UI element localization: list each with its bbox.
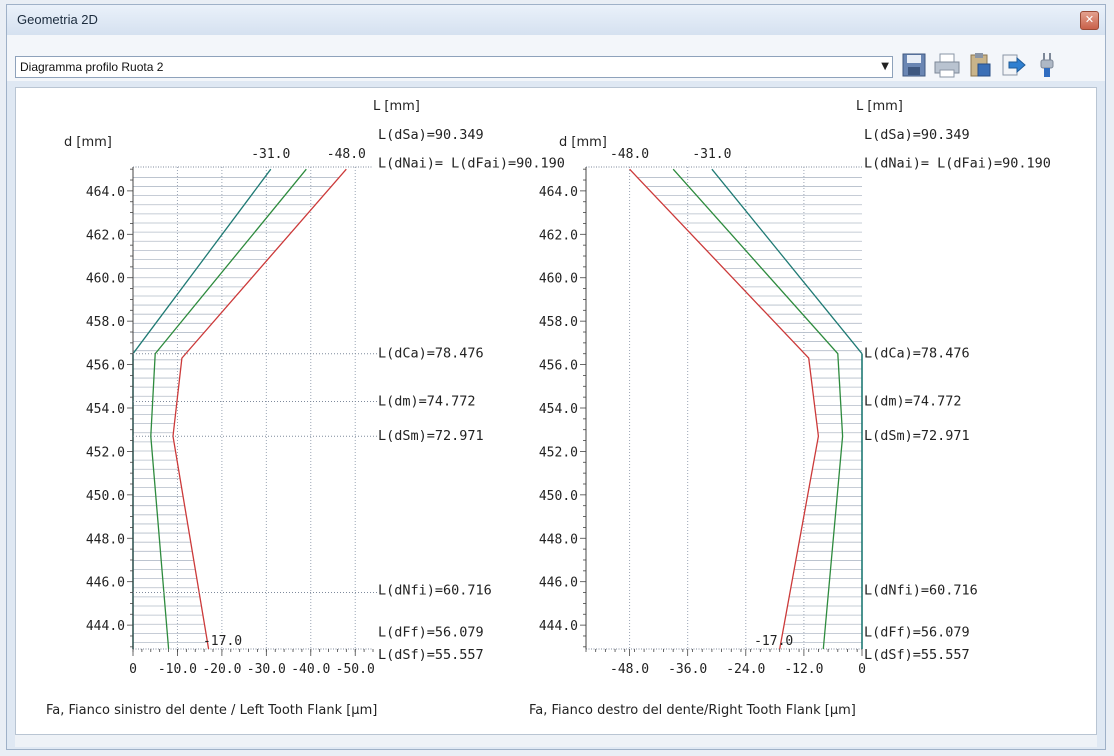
right-x-tick-label: -48.0 [610,662,649,677]
left-y-tick-label: 452.0 [86,445,125,460]
left-y-axis-label: d [mm] [64,135,112,150]
right-y-tick-label: 444.0 [539,619,578,634]
left-x-tick-label: 0 [129,662,137,677]
left-y-tick-label: 450.0 [86,489,125,504]
left-y-tick-label: 444.0 [86,619,125,634]
plot-area: L [mm] d [mm] Fa, Fianco sinistro del de… [15,87,1097,735]
print-icon [934,53,960,78]
left-y-tick-label: 460.0 [86,272,125,287]
left-y-tick-label: 458.0 [86,315,125,330]
right-y-axis-label: d [mm] [559,135,607,150]
left-top-label: L [mm] [373,99,420,114]
left-y-tick-label: 446.0 [86,576,125,591]
left-x-tick-label: -10.0 [158,662,197,677]
right-series-line-0 [711,168,863,355]
left-series-line-1 [150,168,307,650]
left-level-label: L(dSa)=90.349 [378,127,484,143]
export-button[interactable] [999,51,1027,79]
right-y-tick-label: 456.0 [539,359,578,374]
right-y-tick-label: 452.0 [539,445,578,460]
left-x-tick-label: -30.0 [247,662,286,677]
right-top-value: -48.0 [610,147,649,162]
left-x-tick-label: -20.0 [202,662,241,677]
right-level-label: L(dFf)=56.079 [864,624,970,640]
right-level-label: L(dSf)=55.557 [864,647,970,663]
clipboard-icon [970,53,991,77]
right-y-tick-label: 462.0 [539,228,578,243]
left-level-label: L(dFf)=56.079 [378,624,484,640]
right-level-label: L(dNfi)=60.716 [864,583,978,599]
right-top-label: L [mm] [856,99,903,114]
right-x-tick-label: -24.0 [726,662,765,677]
right-y-tick-label: 448.0 [539,532,578,547]
left-series-line-0 [132,168,272,355]
toolbar: Diagramma profilo Ruota 2 ▼ [7,35,1105,81]
chart-marks: 444.0 446.0 448.0 450.0 452.0 454.0 456.0 458.0… [86,127,1051,677]
diagram-select[interactable]: Diagramma profilo Ruota 2 ▼ [15,56,893,78]
plug-icon [1040,53,1054,77]
right-series-line-2 [629,168,820,650]
right-level-label: L(dSa)=90.349 [864,127,970,143]
export-icon [1002,54,1026,76]
right-level-label: L(dNai)= L(dFai)=90.190 [864,156,1051,172]
left-level-label: L(dCa)=78.476 [378,346,484,362]
right-y-tick-label: 458.0 [539,315,578,330]
left-y-tick-label: 454.0 [86,402,125,417]
right-x-tick-label: 0 [858,662,866,677]
right-x-tick-label: -12.0 [784,662,823,677]
plug-button[interactable] [1033,51,1061,79]
horizontal-scrollbar[interactable] [15,735,1097,747]
left-bottom-value: -17.0 [203,634,242,649]
left-x-tick-label: -40.0 [291,662,330,677]
left-series-line-2 [172,168,347,650]
right-y-tick-label: 454.0 [539,402,578,417]
left-y-tick-label: 464.0 [86,185,125,200]
right-level-label: L(dm)=74.772 [864,393,962,409]
right-series-line-1 [672,168,844,650]
left-level-label: L(dm)=74.772 [378,393,476,409]
print-button[interactable] [933,51,961,79]
copy-clipboard-button[interactable] [966,51,994,79]
left-level-label: L(dSm)=72.971 [378,428,484,444]
save-icon [902,53,926,77]
left-top-value: -31.0 [251,147,290,162]
geometria-2d-window: Geometria 2D ✕ Diagramma profilo Ruota 2… [6,4,1106,750]
profile-diagram: L [mm] d [mm] Fa, Fianco sinistro del de… [46,99,1051,718]
save-button[interactable] [900,51,928,79]
right-y-tick-label: 446.0 [539,576,578,591]
right-level-label: L(dSm)=72.971 [864,428,970,444]
left-y-tick-label: 462.0 [86,228,125,243]
left-top-value: -48.0 [327,147,366,162]
right-x-axis-label: Fa, Fianco destro del dente/Right Tooth … [529,703,856,718]
window-title: Geometria 2D [17,12,98,27]
left-x-tick-label: -50.0 [336,662,375,677]
right-x-tick-label: -36.0 [668,662,707,677]
left-y-tick-label: 456.0 [86,359,125,374]
right-level-label: L(dCa)=78.476 [864,346,970,362]
title-bar[interactable]: Geometria 2D ✕ [7,5,1105,36]
right-bottom-value: -17.0 [754,634,793,649]
right-top-value: -31.0 [692,147,731,162]
right-y-tick-label: 450.0 [539,489,578,504]
chevron-down-icon[interactable]: ▼ [881,61,889,72]
diagram-select-value: Diagramma profilo Ruota 2 [20,60,164,74]
close-button[interactable]: ✕ [1080,11,1099,30]
right-y-tick-label: 464.0 [539,185,578,200]
right-y-tick-label: 460.0 [539,272,578,287]
left-level-label: L(dNai)= L(dFai)=90.190 [378,156,565,172]
left-x-axis-label: Fa, Fianco sinistro del dente / Left Too… [46,703,377,718]
left-level-label: L(dNfi)=60.716 [378,583,492,599]
left-level-label: L(dSf)=55.557 [378,647,484,663]
left-y-tick-label: 448.0 [86,532,125,547]
